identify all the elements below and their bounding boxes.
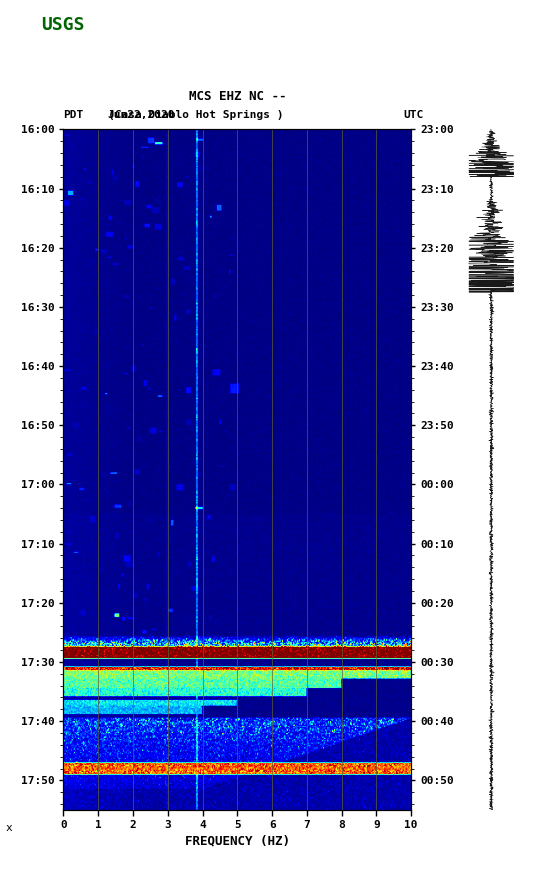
Text: x: x [6,823,12,833]
Text: MCS EHZ NC --: MCS EHZ NC -- [189,89,286,103]
Text: PDT: PDT [63,111,84,120]
Text: (Casa Diablo Hot Springs ): (Casa Diablo Hot Springs ) [108,111,284,120]
Text: USGS: USGS [41,16,85,34]
Text: UTC: UTC [403,111,423,120]
X-axis label: FREQUENCY (HZ): FREQUENCY (HZ) [185,835,290,847]
Polygon shape [6,4,17,40]
Text: Jun22,2020: Jun22,2020 [108,111,175,120]
